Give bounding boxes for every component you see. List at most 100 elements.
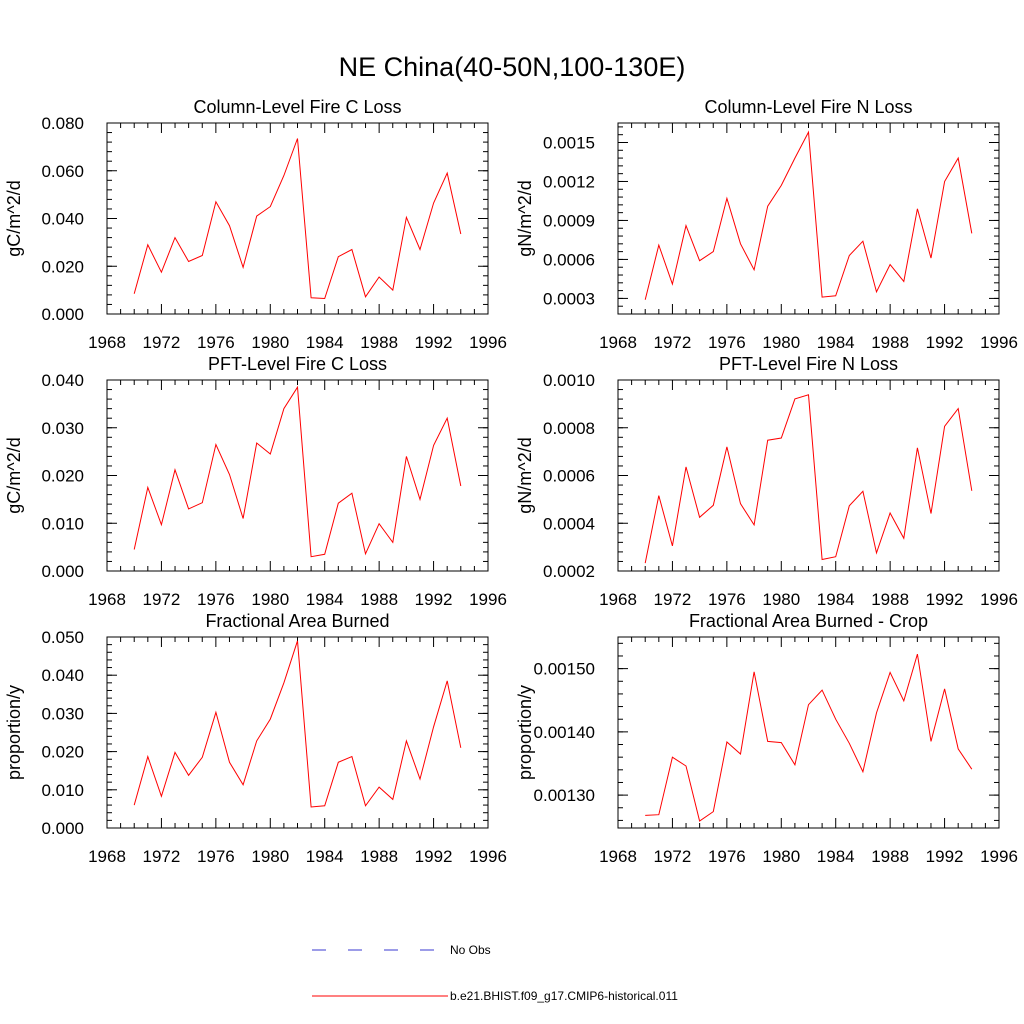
chart-panel-2: Column-Level Fire N Loss 1968 1972 1976 1980… xyxy=(515,97,1018,352)
x-tick-label: 1988 xyxy=(360,847,398,866)
x-tick-label: 1980 xyxy=(251,590,289,609)
plot-frame xyxy=(617,636,1000,829)
x-tick-label: 1996 xyxy=(980,847,1018,866)
x-tick-label: 1968 xyxy=(599,590,637,609)
chart-panel-5: Fractional Area Burned 1968 1972 1976 1980 19… xyxy=(4,611,507,866)
y-tick-label: 0.0010 xyxy=(543,371,595,390)
x-tick-label: 1988 xyxy=(360,590,398,609)
y-tick-label: 0.00150 xyxy=(534,660,595,679)
x-tick-label: 1996 xyxy=(469,333,507,352)
chart-panel-3: PFT-Level Fire C Loss 1968 1972 1976 1980 198… xyxy=(4,354,507,609)
plot-frame xyxy=(617,122,1000,315)
x-tick-label: 1976 xyxy=(708,590,746,609)
y-tick-label: 0.0012 xyxy=(543,172,595,191)
plot-frame xyxy=(106,379,489,572)
x-tick-label: 1984 xyxy=(306,590,344,609)
x-tick-label: 1992 xyxy=(926,847,964,866)
panel-title: Fractional Area Burned - Crop xyxy=(689,611,928,631)
x-tick-label: 1972 xyxy=(654,590,692,609)
x-tick-label: 1976 xyxy=(708,847,746,866)
x-tick-label: 1988 xyxy=(871,590,909,609)
series-line-1 xyxy=(133,385,462,558)
y-axis-label: gN/m^2/d xyxy=(515,437,535,513)
legend-label-no-obs: No Obs xyxy=(450,943,491,957)
x-tick-label: 1968 xyxy=(599,333,637,352)
series-line-1 xyxy=(644,130,973,300)
panel-title: Column-Level Fire C Loss xyxy=(193,97,401,117)
x-tick-label: 1980 xyxy=(251,333,289,352)
y-axis-label: gN/m^2/d xyxy=(515,180,535,256)
x-tick-label: 1968 xyxy=(88,847,126,866)
y-tick-label: 0.000 xyxy=(41,305,84,324)
figure-title: NE China(40-50N,100-130E) xyxy=(339,52,686,82)
chart-panel-1: Column-Level Fire C Loss 1968 1972 1976 1980… xyxy=(4,97,507,352)
y-axis-label: proportion/y xyxy=(4,685,24,780)
x-tick-label: 1992 xyxy=(926,333,964,352)
x-tick-label: 1980 xyxy=(762,847,800,866)
panel-title: PFT-Level Fire N Loss xyxy=(719,354,898,374)
y-tick-label: 0.0008 xyxy=(543,419,595,438)
panel-title: Fractional Area Burned xyxy=(205,611,389,631)
y-tick-label: 0.020 xyxy=(41,467,84,486)
x-tick-label: 1972 xyxy=(143,333,181,352)
chart-panels: Column-Level Fire C Loss 1968 1972 1976 1980… xyxy=(4,97,1018,866)
x-tick-label: 1972 xyxy=(143,590,181,609)
plot-frame xyxy=(617,379,1000,572)
panel-title: PFT-Level Fire C Loss xyxy=(208,354,387,374)
y-tick-label: 0.0003 xyxy=(543,289,595,308)
legend: No Obs b.e21.BHIST.f09_g17.CMIP6-histori… xyxy=(312,943,678,1003)
legend-label-model: b.e21.BHIST.f09_g17.CMIP6-historical.011 xyxy=(450,989,678,1003)
series-line-1 xyxy=(644,394,973,564)
y-tick-label: 0.080 xyxy=(41,114,84,133)
panel-title: Column-Level Fire N Loss xyxy=(704,97,912,117)
x-tick-label: 1992 xyxy=(415,847,453,866)
x-tick-label: 1996 xyxy=(469,847,507,866)
x-tick-label: 1980 xyxy=(762,590,800,609)
x-tick-label: 1984 xyxy=(817,847,855,866)
x-tick-label: 1992 xyxy=(415,333,453,352)
y-tick-label: 0.0009 xyxy=(543,211,595,230)
y-tick-label: 0.000 xyxy=(41,819,84,838)
y-tick-label: 0.010 xyxy=(41,514,84,533)
y-tick-label: 0.020 xyxy=(41,257,84,276)
y-axis-label: gC/m^2/d xyxy=(4,437,24,513)
x-tick-label: 1992 xyxy=(926,590,964,609)
y-tick-label: 0.060 xyxy=(41,162,84,181)
x-tick-label: 1976 xyxy=(708,333,746,352)
y-axis-label: gC/m^2/d xyxy=(4,180,24,256)
y-tick-label: 0.050 xyxy=(41,628,84,647)
x-tick-label: 1996 xyxy=(980,333,1018,352)
y-tick-label: 0.00130 xyxy=(534,786,595,805)
y-tick-label: 0.030 xyxy=(41,419,84,438)
x-tick-label: 1984 xyxy=(306,847,344,866)
y-tick-label: 0.0002 xyxy=(543,562,595,581)
x-tick-label: 1976 xyxy=(197,847,235,866)
series-line-1 xyxy=(133,640,462,808)
y-tick-label: 0.020 xyxy=(41,743,84,762)
y-tick-label: 0.00140 xyxy=(534,723,595,742)
x-tick-label: 1984 xyxy=(817,333,855,352)
x-tick-label: 1988 xyxy=(871,847,909,866)
y-tick-label: 0.040 xyxy=(41,371,84,390)
y-tick-label: 0.030 xyxy=(41,704,84,723)
x-tick-label: 1968 xyxy=(599,847,637,866)
chart-panel-4: PFT-Level Fire N Loss 1968 1972 1976 1980 198… xyxy=(515,354,1018,609)
x-tick-label: 1996 xyxy=(980,590,1018,609)
chart-panel-6: Fractional Area Burned - Crop 1968 1972 197… xyxy=(515,611,1018,866)
x-tick-label: 1980 xyxy=(251,847,289,866)
x-tick-label: 1972 xyxy=(654,333,692,352)
x-tick-label: 1972 xyxy=(654,847,692,866)
x-tick-label: 1988 xyxy=(871,333,909,352)
x-tick-label: 1976 xyxy=(197,590,235,609)
plot-frame xyxy=(106,122,489,315)
series-line-1 xyxy=(645,653,973,822)
x-tick-label: 1988 xyxy=(360,333,398,352)
x-tick-label: 1984 xyxy=(817,590,855,609)
y-axis-label: proportion/y xyxy=(515,685,535,780)
y-tick-label: 0.0015 xyxy=(543,133,595,152)
x-tick-label: 1968 xyxy=(88,590,126,609)
y-tick-label: 0.040 xyxy=(41,210,84,229)
y-tick-label: 0.0006 xyxy=(543,467,595,486)
y-tick-label: 0.000 xyxy=(41,562,84,581)
